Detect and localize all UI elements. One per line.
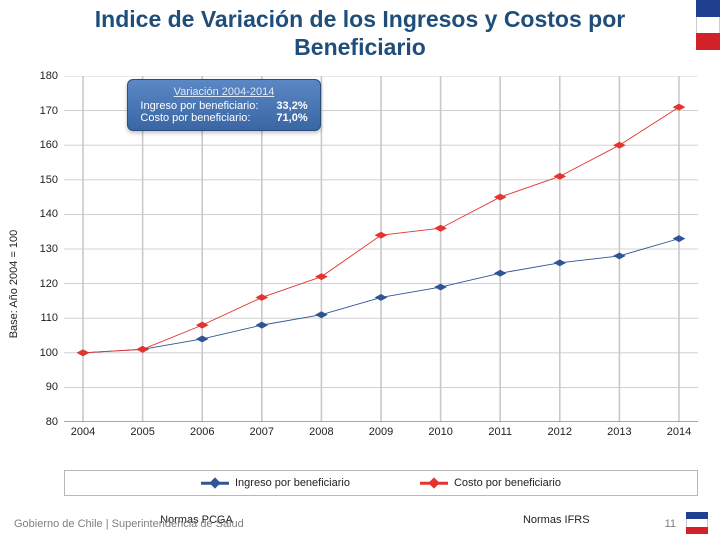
y-tick: 110 [40, 312, 64, 324]
x-tick: 2013 [607, 422, 631, 438]
x-section-label: Normas IFRS [523, 514, 590, 526]
flag-stripe-white [686, 519, 708, 526]
x-tick: 2012 [548, 422, 572, 438]
x-tick: 2007 [250, 422, 274, 438]
page-number: 11 [665, 518, 676, 530]
legend: Ingreso por beneficiario Costo por benef… [64, 470, 698, 496]
chart: Base: Año 2004 = 100 Variación 2004-2014… [12, 72, 708, 496]
x-tick: 2014 [667, 422, 691, 438]
y-tick: 100 [40, 347, 64, 359]
flag-stripe-red [696, 33, 720, 50]
y-axis-label: Base: Año 2004 = 100 [8, 230, 20, 339]
x-tick: 2011 [488, 422, 512, 438]
x-tick: 2004 [71, 422, 95, 438]
annotation-box: Variación 2004-2014 Ingreso por benefici… [127, 79, 320, 131]
y-tick: 130 [40, 243, 64, 255]
chile-flag-footer [686, 512, 708, 534]
x-tick: 2005 [130, 422, 154, 438]
legend-item-ingreso: Ingreso por beneficiario [201, 477, 350, 489]
legend-swatch-red [420, 477, 448, 489]
flag-stripe-white [696, 17, 720, 34]
page-title: Indice de Variación de los Ingresos y Co… [44, 6, 676, 61]
plot-area: Variación 2004-2014 Ingreso por benefici… [64, 76, 698, 422]
x-tick: 2010 [428, 422, 452, 438]
footer-text: Gobierno de Chile | Superintendencia de … [14, 518, 244, 530]
annotation-header: Variación 2004-2014 [140, 86, 307, 98]
flag-stripe-blue [696, 0, 720, 17]
y-tick: 120 [40, 278, 64, 290]
annotation-row2-label: Costo por beneficiario: [140, 112, 250, 124]
y-tick: 160 [40, 139, 64, 151]
annotation-row2-value: 71,0% [276, 112, 307, 124]
annotation-row1-value: 33,2% [276, 100, 307, 112]
y-tick: 170 [40, 105, 64, 117]
flag-stripe-blue [686, 512, 708, 519]
y-tick: 90 [46, 381, 64, 393]
legend-label-ingreso: Ingreso por beneficiario [235, 477, 350, 489]
y-tick: 150 [40, 174, 64, 186]
x-tick: 2008 [309, 422, 333, 438]
flag-stripe-red [686, 527, 708, 534]
legend-swatch-blue [201, 477, 229, 489]
y-tick: 140 [40, 208, 64, 220]
slide: Indice de Variación de los Ingresos y Co… [0, 0, 720, 540]
x-tick: 2009 [369, 422, 393, 438]
annotation-row1-label: Ingreso por beneficiario: [140, 100, 258, 112]
y-tick: 80 [46, 416, 64, 428]
x-tick: 2006 [190, 422, 214, 438]
legend-label-costo: Costo por beneficiario [454, 477, 561, 489]
chile-flag-corner [696, 0, 720, 50]
y-tick: 180 [40, 70, 64, 82]
legend-item-costo: Costo por beneficiario [420, 477, 561, 489]
